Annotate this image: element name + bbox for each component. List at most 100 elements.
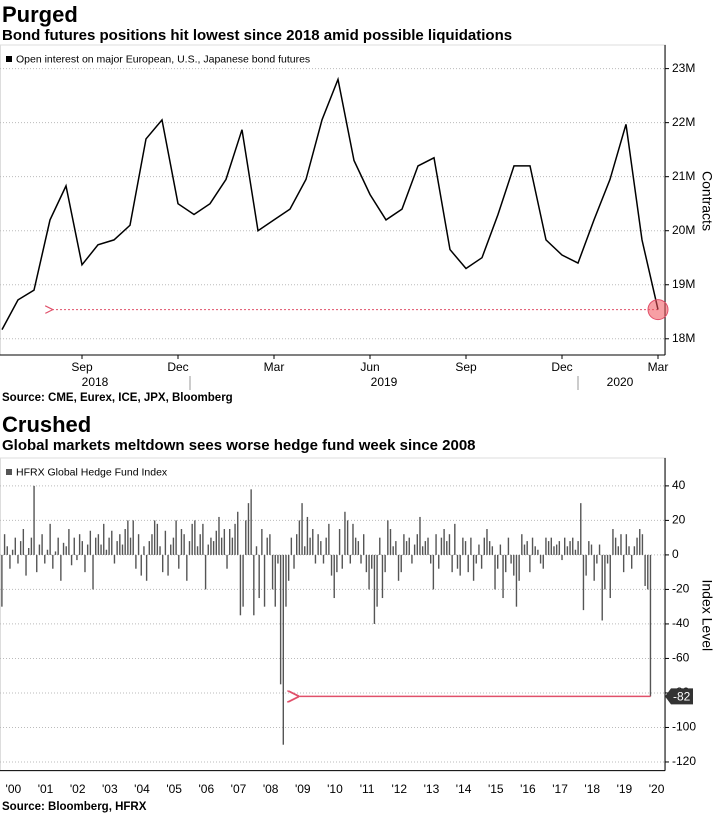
bar (151, 534, 153, 555)
bar (253, 554, 255, 616)
bar (81, 541, 83, 555)
bar (338, 529, 341, 555)
bar (620, 534, 622, 555)
bar (523, 544, 526, 555)
bar (119, 534, 121, 555)
y-tick-label: 20M (672, 223, 695, 237)
chart-subtitle: Bond futures positions hit lowest since … (2, 27, 512, 44)
bar (73, 537, 75, 555)
bar (108, 537, 110, 555)
bar (360, 554, 362, 564)
bar (510, 554, 512, 564)
bar (542, 554, 544, 569)
x-tick-label: '03 (102, 782, 118, 796)
x-group-label: 2020 (607, 375, 634, 389)
x-tick-label: Sep (71, 360, 93, 374)
bar (561, 554, 563, 561)
bar (54, 551, 57, 555)
bar (534, 546, 536, 555)
bar (336, 554, 338, 573)
x-tick-label: '10 (327, 782, 343, 796)
bar (647, 554, 649, 590)
bar (17, 554, 19, 564)
bar (220, 537, 223, 555)
bar (588, 541, 590, 555)
bar (207, 544, 209, 555)
bar (172, 537, 175, 555)
bar (78, 534, 81, 555)
bar (287, 554, 290, 581)
y-axis-label: Index Level (699, 579, 715, 651)
bar (349, 554, 351, 564)
bar (639, 529, 641, 555)
bar (86, 544, 89, 555)
x-tick-label: '08 (263, 782, 279, 796)
bar (478, 544, 480, 555)
bar (518, 554, 520, 581)
bar (376, 554, 378, 607)
y-tick-label: -100 (672, 720, 696, 734)
bar (234, 523, 236, 555)
bar (269, 534, 271, 555)
bar (132, 520, 134, 555)
bar (279, 554, 282, 685)
bar (531, 537, 534, 555)
bar (483, 537, 485, 555)
bar (314, 554, 317, 564)
bar (596, 554, 598, 564)
legend-swatch (6, 56, 12, 62)
bar (282, 554, 284, 745)
bar (384, 554, 386, 573)
bar (41, 534, 43, 555)
bar (25, 554, 27, 576)
bar (162, 554, 164, 573)
bar (215, 530, 217, 555)
bar (178, 554, 180, 569)
bar (170, 544, 172, 555)
bar (274, 554, 276, 607)
bar (60, 554, 62, 581)
x-tick-label: '09 (295, 782, 311, 796)
bar (298, 520, 301, 555)
bar (555, 544, 558, 555)
x-tick-label: '11 (360, 782, 375, 796)
bar (488, 541, 491, 555)
y-axis-label: Contracts (699, 171, 715, 231)
bar (354, 537, 357, 555)
bar (408, 537, 410, 555)
bar (271, 554, 274, 590)
bar (210, 537, 212, 555)
bar (148, 541, 150, 555)
bar (127, 520, 129, 555)
bar (320, 541, 322, 555)
bar (156, 523, 159, 555)
bar (515, 554, 518, 607)
x-tick-label: Dec (551, 360, 572, 374)
bar (250, 489, 252, 555)
bar (261, 529, 263, 555)
bar (242, 554, 244, 607)
bar (247, 503, 250, 555)
bar (494, 554, 496, 590)
bar (290, 537, 293, 555)
bar (403, 534, 405, 555)
y-tick-label: 23M (672, 61, 695, 75)
bar (451, 554, 453, 573)
x-tick-label: Sep (455, 360, 477, 374)
bar (438, 554, 440, 569)
bar (145, 554, 148, 581)
bar (553, 546, 555, 555)
y-tick-label: 22M (672, 115, 695, 129)
bar (381, 554, 384, 599)
bar (231, 537, 234, 555)
x-tick-label: Mar (648, 360, 669, 374)
bar (440, 537, 443, 555)
bar (464, 541, 467, 555)
bar (387, 520, 389, 555)
x-group-label: 2019 (371, 375, 398, 389)
bar (255, 546, 258, 555)
bar (472, 554, 475, 581)
bar (577, 541, 579, 555)
x-group-label: 2018 (82, 375, 109, 389)
y-tick-label: 40 (672, 478, 686, 492)
